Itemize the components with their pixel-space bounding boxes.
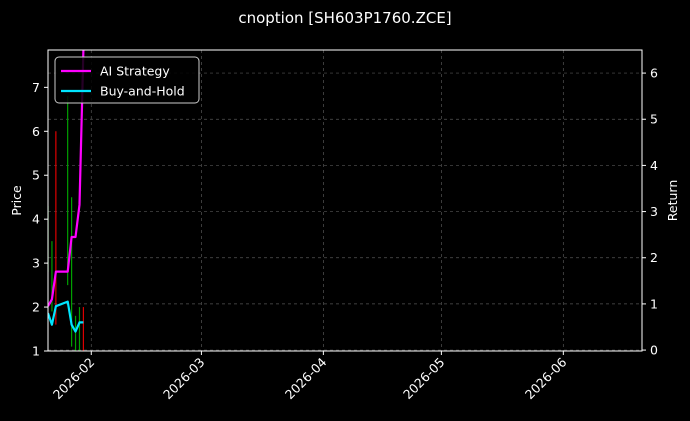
y-right-tick-label-2: 2 — [650, 250, 658, 265]
y-left-tick-label-1: 2 — [32, 300, 40, 315]
legend-label-ai-strategy: AI Strategy — [100, 64, 170, 79]
y-left-tick-label-4: 5 — [32, 168, 40, 183]
chart-legend: AI Strategy Buy-and-Hold — [54, 56, 200, 104]
y-right-tick-label-0: 0 — [650, 343, 658, 358]
y-right-tick-label-6: 6 — [650, 66, 658, 81]
y-axis-label-right: Return — [665, 180, 680, 221]
y-right-tick-label-5: 5 — [650, 112, 658, 127]
y-right-tick-label-1: 1 — [650, 296, 658, 311]
chart-title: cnoption [SH603P1760.ZCE] — [238, 9, 451, 27]
y-left-tick-label-5: 6 — [32, 124, 40, 139]
plot-area-frame — [47, 49, 643, 352]
y-left-tick-label-2: 3 — [32, 256, 40, 271]
y-left-tick-label-6: 7 — [32, 80, 40, 95]
y-right-tick-label-3: 3 — [650, 204, 658, 219]
left-y-axis: 1 2 3 4 5 6 7 — [32, 80, 48, 359]
series-line-ai-strategy — [48, 50, 85, 307]
y-left-tick-label-0: 1 — [32, 344, 40, 359]
y-axis-label-left: Price — [9, 185, 24, 216]
y-right-tick-label-4: 4 — [650, 158, 658, 173]
price-candles — [48, 96, 85, 351]
y-left-tick-label-3: 4 — [32, 212, 40, 227]
legend-label-buy-and-hold: Buy-and-Hold — [100, 84, 185, 99]
right-y-axis: 0 1 2 3 4 5 6 — [642, 66, 658, 358]
return-lines — [48, 50, 85, 333]
series-line-buy-and-hold — [48, 300, 84, 333]
